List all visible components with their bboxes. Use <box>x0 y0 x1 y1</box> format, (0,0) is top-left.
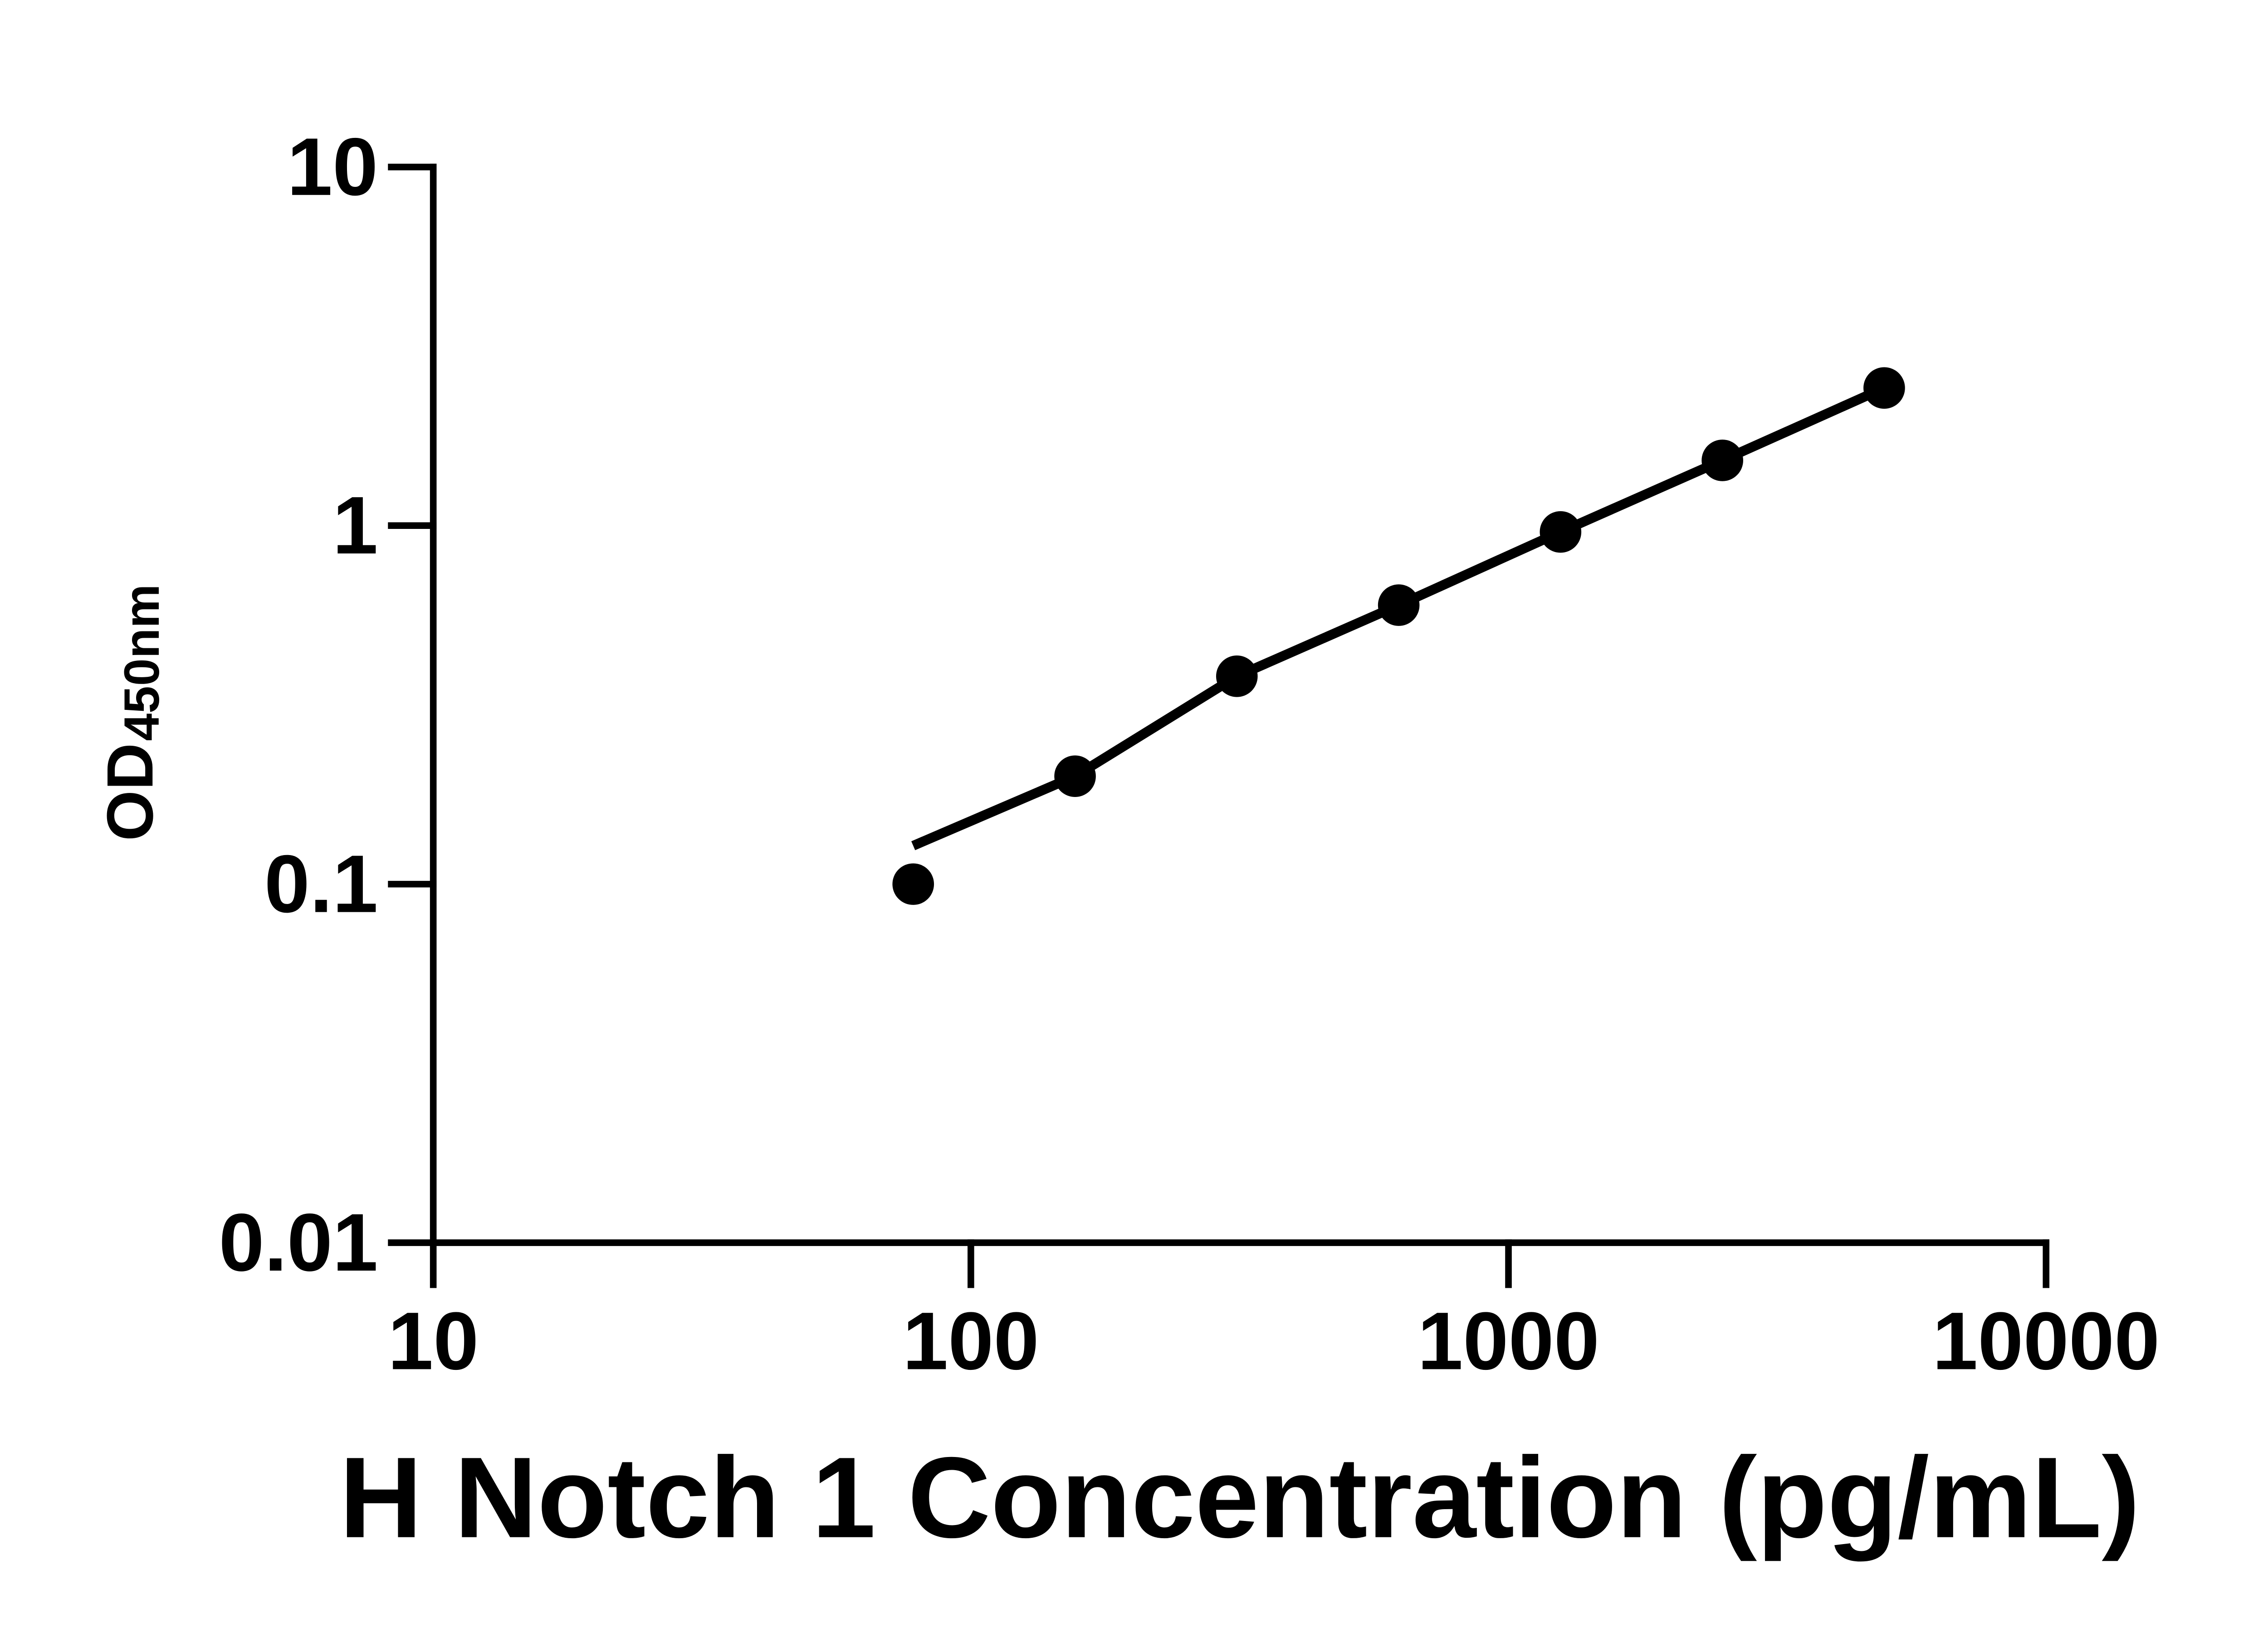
data-point <box>1054 755 1096 797</box>
y-axis-title-main: OD <box>93 743 166 841</box>
data-point <box>892 863 934 905</box>
tick-layer <box>388 163 2050 1288</box>
x-axis-title: H Notch 1 Concentration (pg/mL) <box>339 1433 2140 1562</box>
axes-layer <box>430 163 2050 1246</box>
y-tick-label: 0.1 <box>264 839 378 930</box>
x-tick-label: 100 <box>903 1296 1039 1387</box>
data-layer <box>892 367 1905 905</box>
data-point <box>1378 584 1420 626</box>
y-tick-label: 10 <box>287 122 378 213</box>
data-point <box>1701 440 1743 481</box>
y-axis-title-subscript: 450nm <box>114 584 170 741</box>
y-tick-label: 0.01 <box>219 1197 378 1288</box>
data-point <box>1216 655 1258 697</box>
x-tick-label: 10000 <box>1932 1296 2160 1387</box>
y-axis-title: OD 450nm <box>93 584 170 841</box>
x-tick-label: 10 <box>388 1296 479 1387</box>
x-tick-label: 1000 <box>1418 1296 1599 1387</box>
data-point <box>1540 511 1582 553</box>
y-tick-label: 1 <box>332 480 378 571</box>
data-point <box>1863 367 1905 409</box>
